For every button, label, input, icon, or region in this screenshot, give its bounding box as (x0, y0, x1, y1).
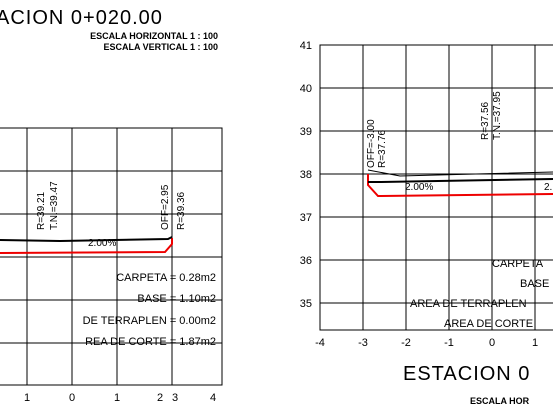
axis-label: 35 (300, 298, 312, 310)
axis-label: -4 (315, 337, 325, 349)
right-y-labels: 41 40 39 38 37 36 35 (300, 40, 312, 310)
axis-label: 2 (157, 392, 163, 404)
axis-label: -3 (358, 337, 368, 349)
axis-label: 0 (489, 337, 495, 349)
area: BASE = 1.10m2 (137, 293, 216, 305)
right-terrain (367, 169, 553, 177)
axis-label: 1 (24, 392, 30, 404)
annotation: R=39.21 (36, 191, 47, 230)
left-scale-h: ESCALA HORIZONTAL 1 : 100 (90, 31, 218, 41)
axis-label: 39 (300, 126, 312, 138)
annotation: OFF=-3.00 (366, 119, 377, 168)
area: AREA DE CORTE (444, 318, 533, 330)
area: CARPETA (492, 258, 544, 270)
annotation: R=37.56 (480, 101, 491, 140)
right-surface (368, 178, 553, 183)
right-title: ESTACION 0 (403, 363, 530, 385)
annotation: 2.00% (405, 182, 433, 193)
area: BASE (520, 278, 549, 290)
axis-label: -1 (444, 337, 454, 349)
left-surface (0, 236, 173, 243)
axis-label: 4 (210, 392, 216, 404)
axis-label: 40 (300, 83, 312, 95)
left-subgrade (0, 238, 173, 254)
axis-label: 37 (300, 212, 312, 224)
annotation: T.N.=37.95 (492, 91, 503, 140)
annotation: 2.00% (88, 238, 116, 249)
axis-label: -2 (401, 337, 411, 349)
left-grid (0, 127, 223, 386)
annotation: R=37.76 (377, 129, 388, 168)
axis-label: 1 (114, 392, 120, 404)
axis-label: 3 (172, 392, 178, 404)
right-scale-h: ESCALA HOR (470, 396, 530, 406)
axis-label: 0 (69, 392, 75, 404)
annotation: T.N.=39.47 (49, 181, 60, 230)
annotation: 2. (544, 182, 552, 193)
axis-label: 38 (300, 169, 312, 181)
right-subgrade (367, 174, 553, 198)
annotation: OFF=2.95 (160, 184, 171, 230)
axis-label: 41 (300, 40, 312, 52)
area: AREA DE TERRAPLEN (410, 298, 527, 310)
left-title: ACION 0+020.00 (0, 7, 163, 29)
area: CARPETA = 0.28m2 (116, 272, 216, 284)
annotation: R=39.36 (176, 191, 187, 230)
right-frame (319, 44, 553, 331)
area: DE TERRAPLEN = 0.00m2 (83, 315, 216, 327)
axis-label: 36 (300, 255, 312, 267)
right-x-labels: -4 -3 -2 -1 0 1 (315, 337, 538, 349)
area: REA DE CORTE = 1.87m2 (85, 336, 216, 348)
axis-label: 1 (532, 337, 538, 349)
left-scale-v: ESCALA VERTICAL 1 : 100 (103, 42, 218, 52)
right-grid (319, 44, 553, 331)
